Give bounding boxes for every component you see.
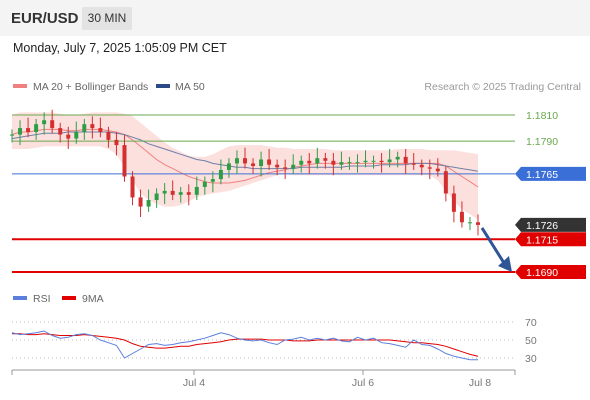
forecast-arrow-head xyxy=(498,256,512,272)
candle xyxy=(26,117,31,138)
candle xyxy=(122,134,127,182)
level-tag-1.1765 xyxy=(515,166,586,181)
ma50-legend-swatch xyxy=(156,84,170,88)
candle xyxy=(18,120,23,146)
candle xyxy=(443,166,448,202)
candle xyxy=(419,159,424,176)
level-label-1.1790: 1.1790 xyxy=(526,136,558,148)
candle xyxy=(114,132,119,156)
level-labels: 1.1810 1.1790 1.1765 1.1726 1.1715 1.1690 xyxy=(515,110,586,279)
candle xyxy=(186,184,191,206)
chart-header: EUR/USD 30 MIN xyxy=(0,0,590,36)
candle xyxy=(299,155,304,173)
candle xyxy=(459,201,464,228)
candle xyxy=(58,122,63,143)
price-levels xyxy=(12,114,515,273)
level-label-1.1726: 1.1726 xyxy=(526,220,558,232)
credit-text: Research © 2025 Trading Central xyxy=(424,81,581,93)
ma20-legend-swatch xyxy=(13,84,27,88)
time-axis-label: Jul 6 xyxy=(352,377,374,389)
candle xyxy=(476,214,480,236)
candle xyxy=(315,147,320,169)
candle xyxy=(451,185,456,223)
candle xyxy=(138,189,143,218)
candle xyxy=(106,126,111,148)
candle xyxy=(218,159,223,185)
candle xyxy=(243,147,247,169)
candle xyxy=(226,158,231,178)
time-axis: Jul 4 Jul 6 Jul 8 xyxy=(11,369,516,389)
timeframe-button[interactable]: 30 MIN xyxy=(82,7,132,30)
candle xyxy=(210,171,215,193)
rsi-tick-label: 30 xyxy=(525,353,537,365)
candle xyxy=(331,152,336,176)
candle xyxy=(50,109,55,134)
level-label-1.1690: 1.1690 xyxy=(526,267,558,279)
time-axis-label: Jul 4 xyxy=(183,377,205,389)
candle xyxy=(130,171,135,206)
rsi-legend-label: RSI xyxy=(33,293,51,305)
level-label-1.1810: 1.1810 xyxy=(526,110,558,122)
candle xyxy=(379,152,384,173)
rsi-tick-label: 70 xyxy=(525,317,537,329)
ma20-line xyxy=(11,128,479,188)
forecast-arrow xyxy=(480,227,512,272)
candle xyxy=(411,152,416,170)
rsi-line xyxy=(11,330,478,361)
candle xyxy=(363,150,368,168)
candle xyxy=(371,155,376,169)
candle xyxy=(66,126,71,150)
candle xyxy=(98,117,103,138)
candle xyxy=(427,159,432,180)
candle xyxy=(178,186,183,203)
rsi-legend-swatch xyxy=(13,296,27,300)
candle xyxy=(283,159,288,180)
ma9-legend-swatch xyxy=(62,296,76,300)
candles xyxy=(10,109,480,236)
candle xyxy=(291,154,296,174)
ma20-legend-label: MA 20 + Bollinger Bands xyxy=(33,81,148,93)
candle xyxy=(323,152,328,169)
candle xyxy=(154,188,159,208)
candle xyxy=(146,189,151,212)
candle xyxy=(194,176,199,201)
candle xyxy=(162,183,167,204)
time-axis-label: Jul 8 xyxy=(469,377,491,389)
candle xyxy=(435,158,440,177)
ma9-legend-label: 9MA xyxy=(82,293,104,305)
candle xyxy=(42,112,47,135)
candle xyxy=(170,180,175,201)
candle xyxy=(202,176,207,195)
candle xyxy=(387,149,392,168)
candle xyxy=(467,217,472,231)
candle xyxy=(395,151,400,168)
level-tag-1.1726 xyxy=(515,217,586,232)
candle xyxy=(90,116,95,139)
level-label-1.1765: 1.1765 xyxy=(526,169,558,181)
chart-datetime: Monday, July 7, 2025 1:05:09 PM CET xyxy=(13,41,227,55)
rsi-tick-label: 50 xyxy=(525,335,537,347)
candle xyxy=(10,129,14,143)
forecast-arrow-shaft xyxy=(480,227,506,264)
candle xyxy=(355,154,360,173)
candle xyxy=(267,149,272,170)
level-label-1.1715: 1.1715 xyxy=(526,234,558,246)
candle xyxy=(339,151,344,170)
level-tag-1.1690 xyxy=(515,265,586,279)
rsi-pane: 70 50 30 xyxy=(11,317,537,365)
candle xyxy=(251,158,256,174)
symbol-title: EUR/USD xyxy=(11,10,79,27)
level-tag-1.1715 xyxy=(515,232,586,247)
candle xyxy=(275,159,280,176)
candle xyxy=(347,156,352,170)
candle xyxy=(259,151,264,177)
candle xyxy=(307,152,312,174)
candle xyxy=(74,121,79,144)
candle xyxy=(34,118,39,140)
candle xyxy=(234,150,239,174)
candle xyxy=(403,149,408,174)
candle xyxy=(82,118,87,140)
ma50-legend-label: MA 50 xyxy=(175,81,205,93)
